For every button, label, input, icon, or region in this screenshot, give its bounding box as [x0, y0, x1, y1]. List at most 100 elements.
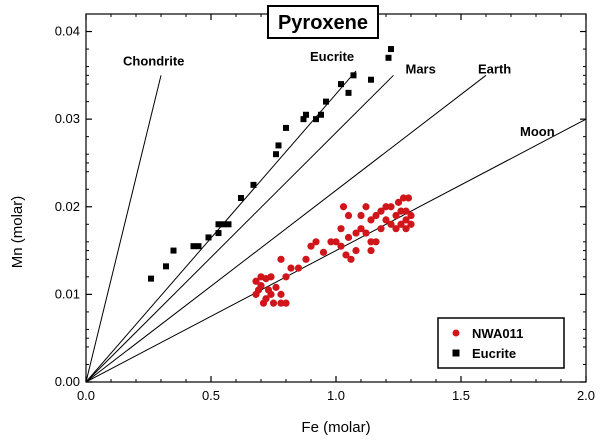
point-nwa011-30: [337, 242, 345, 250]
ref-line-label-earth: Earth: [478, 61, 511, 76]
x-tick-label-0: 0.0: [77, 388, 95, 403]
y-axis-title: Mn (molar): [9, 196, 26, 269]
point-eucrite-1: [163, 263, 169, 270]
point-eucrite-6: [215, 230, 222, 237]
legend-marker-eucrite: [452, 349, 460, 357]
point-eucrite-17: [313, 116, 319, 123]
point-eucrite-24: [385, 54, 392, 61]
y-tick-label-2: 0.02: [55, 199, 80, 214]
point-nwa011-39: [372, 238, 380, 246]
legend-label-nwa011: NWA011: [472, 326, 523, 341]
chart-title: Pyroxene: [278, 12, 368, 34]
point-nwa011-32: [347, 255, 355, 263]
x-tick-label-4: 2.0: [577, 388, 595, 403]
point-nwa011-10: [267, 290, 275, 298]
point-eucrite-18: [318, 111, 324, 118]
x-tick-label-1: 0.5: [202, 388, 220, 403]
legend-marker-nwa011: [452, 329, 460, 337]
point-nwa011-44: [382, 203, 390, 211]
point-nwa011-13: [277, 299, 285, 307]
point-nwa011-24: [327, 238, 335, 246]
point-eucrite-21: [345, 89, 352, 96]
point-eucrite-20: [338, 81, 344, 88]
point-nwa011-59: [382, 216, 390, 224]
x-tick-label-2: 1.0: [327, 388, 345, 403]
chart-title-box: Pyroxene: [267, 5, 379, 39]
point-nwa011-61: [362, 203, 370, 211]
point-nwa011-49: [407, 211, 415, 220]
point-eucrite-12: [273, 151, 279, 158]
ref-line-label-eucrite: Eucrite: [310, 49, 354, 64]
ref-line-chondrite: [85, 75, 162, 383]
point-nwa011-42: [367, 216, 375, 224]
point-nwa011-19: [294, 264, 303, 272]
point-nwa011-37: [367, 238, 375, 246]
legend-box: [437, 317, 565, 369]
point-nwa011-17: [277, 255, 285, 263]
point-nwa011-16: [282, 273, 290, 281]
point-eucrite-10: [238, 195, 244, 201]
point-nwa011-48: [402, 216, 410, 224]
point-eucrite-23: [368, 76, 374, 83]
data-points: [148, 46, 415, 307]
reference-lines: [85, 70, 587, 383]
ref-line-moon: [85, 118, 587, 383]
point-eucrite-11: [250, 181, 257, 188]
point-nwa011-12: [269, 299, 278, 307]
point-eucrite-9: [215, 221, 222, 228]
point-eucrite-0: [148, 275, 154, 282]
point-nwa011-27: [339, 203, 348, 211]
point-nwa011-15: [277, 290, 285, 298]
point-nwa011-11: [259, 299, 268, 307]
point-nwa011-60: [372, 211, 380, 220]
point-eucrite-5: [205, 234, 212, 241]
point-nwa011-0: [252, 277, 260, 285]
y-tick-label-3: 0.03: [55, 111, 80, 126]
point-nwa011-46: [392, 225, 400, 233]
point-nwa011-34: [352, 229, 360, 237]
point-nwa011-50: [397, 207, 405, 215]
ref-line-mars: [85, 74, 394, 383]
point-nwa011-33: [352, 246, 360, 255]
point-nwa011-52: [392, 211, 400, 220]
point-nwa011-56: [404, 194, 413, 202]
y-tick-label-1: 0.01: [55, 286, 80, 301]
point-nwa011-23: [319, 248, 328, 256]
point-nwa011-55: [399, 194, 408, 202]
point-nwa011-31: [342, 251, 350, 259]
point-nwa011-36: [362, 229, 370, 237]
point-nwa011-7: [272, 283, 280, 291]
point-eucrite-25: [388, 46, 394, 53]
ref-line-label-mars: Mars: [406, 61, 436, 76]
point-nwa011-53: [402, 225, 410, 233]
y-tick-label-4: 0.04: [55, 24, 80, 39]
ref-line-label-chondrite: Chondrite: [123, 53, 184, 68]
ref-line-earth: [85, 74, 487, 383]
point-nwa011-51: [387, 203, 395, 211]
point-eucrite-2: [170, 247, 177, 254]
point-nwa011-45: [387, 220, 395, 228]
point-eucrite-13: [275, 142, 282, 149]
point-eucrite-8: [225, 221, 232, 228]
point-nwa011-29: [344, 233, 353, 242]
point-nwa011-38: [367, 246, 375, 255]
x-axis-title: Fe (molar): [301, 419, 370, 436]
point-nwa011-20: [302, 255, 310, 263]
point-eucrite-3: [190, 243, 197, 250]
point-nwa011-14: [282, 299, 290, 307]
point-eucrite-14: [283, 124, 289, 131]
x-tick-label-3: 1.5: [452, 388, 470, 403]
point-nwa011-43: [377, 207, 385, 215]
point-nwa011-47: [397, 220, 405, 228]
axes: 0.0 0.5 1.0 1.5 2.0 0.00 0.01 0.02 0.03 0.04: [55, 14, 595, 403]
point-nwa011-22: [312, 238, 320, 246]
point-nwa011-41: [357, 211, 365, 220]
point-eucrite-4: [195, 243, 202, 250]
ref-line-label-moon: Moon: [520, 124, 555, 139]
point-nwa011-21: [307, 242, 315, 250]
legend-label-eucrite: Eucrite: [472, 346, 516, 361]
point-eucrite-22: [350, 72, 357, 79]
point-nwa011-25: [332, 238, 340, 246]
point-nwa011-58: [402, 207, 410, 215]
